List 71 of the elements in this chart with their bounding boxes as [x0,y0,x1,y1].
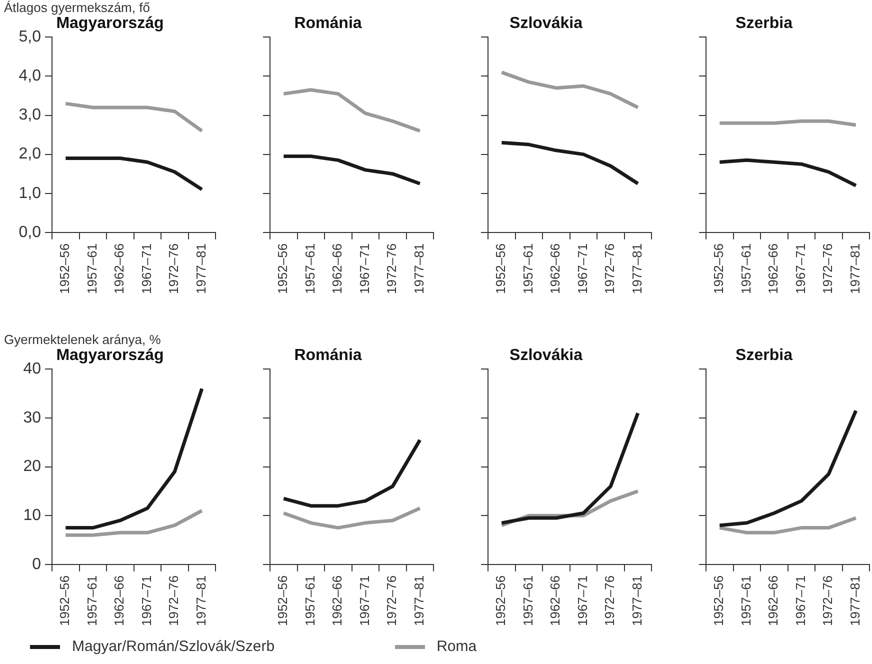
y-tick-label: 5,0 [18,28,42,46]
x-tick-label: 1952–56 [275,575,290,626]
x-tick-label: 1977–81 [629,575,644,626]
x-tick-label: 1952–56 [57,243,72,294]
y-tick-label: 30 [23,409,42,426]
x-tick-label: 1967–71 [356,243,372,294]
x-tick-label: 1952–56 [493,575,508,626]
y-tick-label: 20 [23,458,42,476]
y-tick-label: 2,0 [18,146,42,163]
x-tick-label: 1972–76 [820,243,836,294]
y-tick-label: 0,0 [18,224,42,241]
x-tick-label: 1967–71 [574,243,590,294]
x-tick-label: 1977–81 [411,575,426,626]
y-tick-label: 40 [23,360,42,378]
x-tick-label: 1972–76 [602,243,618,294]
chart-title: Románia [294,15,362,32]
y-tick-label: 3,0 [18,106,42,124]
x-tick-label: 1977–81 [847,575,862,626]
x-tick-label: 1957–61 [738,243,754,294]
x-tick-label: 1962–66 [330,575,345,626]
legend-label: Roma [436,638,477,655]
y-tick-label: 0 [32,556,42,573]
y-tick-label: 1,0 [18,184,42,202]
x-tick-label: 1962–66 [548,575,563,626]
x-tick-label: 1967–71 [138,243,154,294]
x-tick-label: 1972–76 [384,575,400,626]
x-tick-label: 1977–81 [193,243,208,294]
y-axis-title: Átlagos gyermekszám, fő [4,0,150,15]
x-tick-label: 1962–66 [548,243,563,294]
x-tick-label: 1977–81 [629,243,644,294]
x-tick-label: 1952–56 [493,243,508,294]
chart-title: Szerbia [736,347,793,364]
x-tick-label: 1972–76 [820,575,836,626]
x-tick-label: 1957–61 [84,575,100,626]
x-tick-label: 1972–76 [384,243,400,294]
x-tick-label: 1952–56 [711,243,726,294]
x-tick-label: 1977–81 [847,243,862,294]
chart-title: Románia [294,347,362,364]
x-tick-label: 1967–71 [356,575,372,626]
x-tick-label: 1952–56 [275,243,290,294]
x-tick-label: 1952–56 [57,575,72,626]
x-tick-label: 1957–61 [302,575,318,626]
chart-title: Szlovákia [510,347,583,364]
x-tick-label: 1967–71 [138,575,154,626]
x-tick-label: 1957–61 [84,243,100,294]
x-tick-label: 1962–66 [112,575,127,626]
x-tick-label: 1957–61 [520,243,536,294]
x-tick-label: 1972–76 [166,575,182,626]
y-tick-label: 4,0 [18,68,42,85]
x-tick-label: 1957–61 [302,243,318,294]
y-axis-title: Gyermektelenek aránya, % [4,332,161,347]
x-tick-label: 1957–61 [738,575,754,626]
chart-title: Magyarország [56,15,164,32]
legend-label: Magyar/Román/Szlovák/Szerb [72,638,275,655]
chart-title: Szlovákia [510,15,583,32]
x-tick-label: 1972–76 [602,575,618,626]
y-tick-label: 10 [23,507,42,524]
x-tick-label: 1977–81 [411,243,426,294]
x-tick-label: 1952–56 [711,575,726,626]
x-tick-label: 1967–71 [792,243,808,294]
chart-title: Magyarország [56,347,164,364]
x-tick-label: 1967–71 [574,575,590,626]
x-tick-label: 1962–66 [766,243,781,294]
x-tick-label: 1977–81 [193,575,208,626]
x-tick-label: 1972–76 [166,243,182,294]
x-tick-label: 1962–66 [766,575,781,626]
chart-title: Szerbia [736,15,793,32]
x-tick-label: 1962–66 [330,243,345,294]
x-tick-label: 1957–61 [520,575,536,626]
x-tick-label: 1962–66 [112,243,127,294]
x-tick-label: 1967–71 [792,575,808,626]
